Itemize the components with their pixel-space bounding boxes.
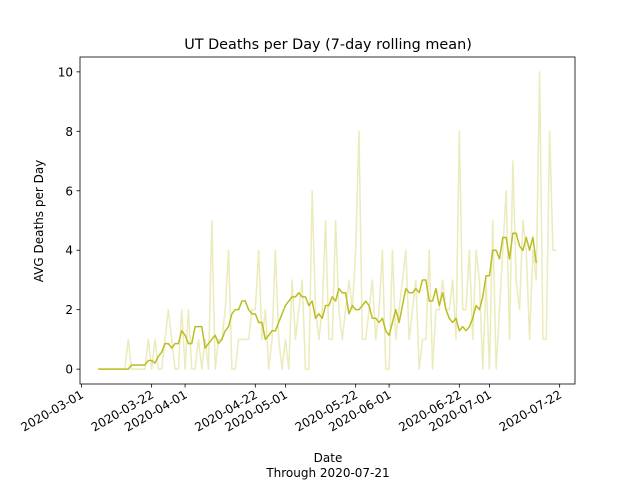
- daily-line: [98, 71, 557, 370]
- x-tick-label: 2020-03-01: [18, 387, 85, 434]
- y-tick-label: 2: [65, 303, 73, 317]
- y-axis-label: AVG Deaths per Day: [32, 160, 46, 283]
- y-tick-label: 10: [58, 65, 73, 79]
- chart-title: UT Deaths per Day (7-day rolling mean): [184, 37, 472, 53]
- x-axis-label: Date: [314, 451, 343, 465]
- y-tick-label: 0: [65, 363, 73, 377]
- y-tick-label: 8: [65, 125, 73, 139]
- axes-frame: [79, 56, 576, 385]
- y-tick-label: 6: [65, 184, 73, 198]
- y-tick-label: 4: [65, 244, 73, 258]
- note: Through 2020-07-21: [265, 466, 389, 480]
- plot-area: [98, 71, 557, 370]
- rolling-mean-line: [98, 232, 538, 370]
- x-tick-label: 2020-07-22: [497, 387, 564, 434]
